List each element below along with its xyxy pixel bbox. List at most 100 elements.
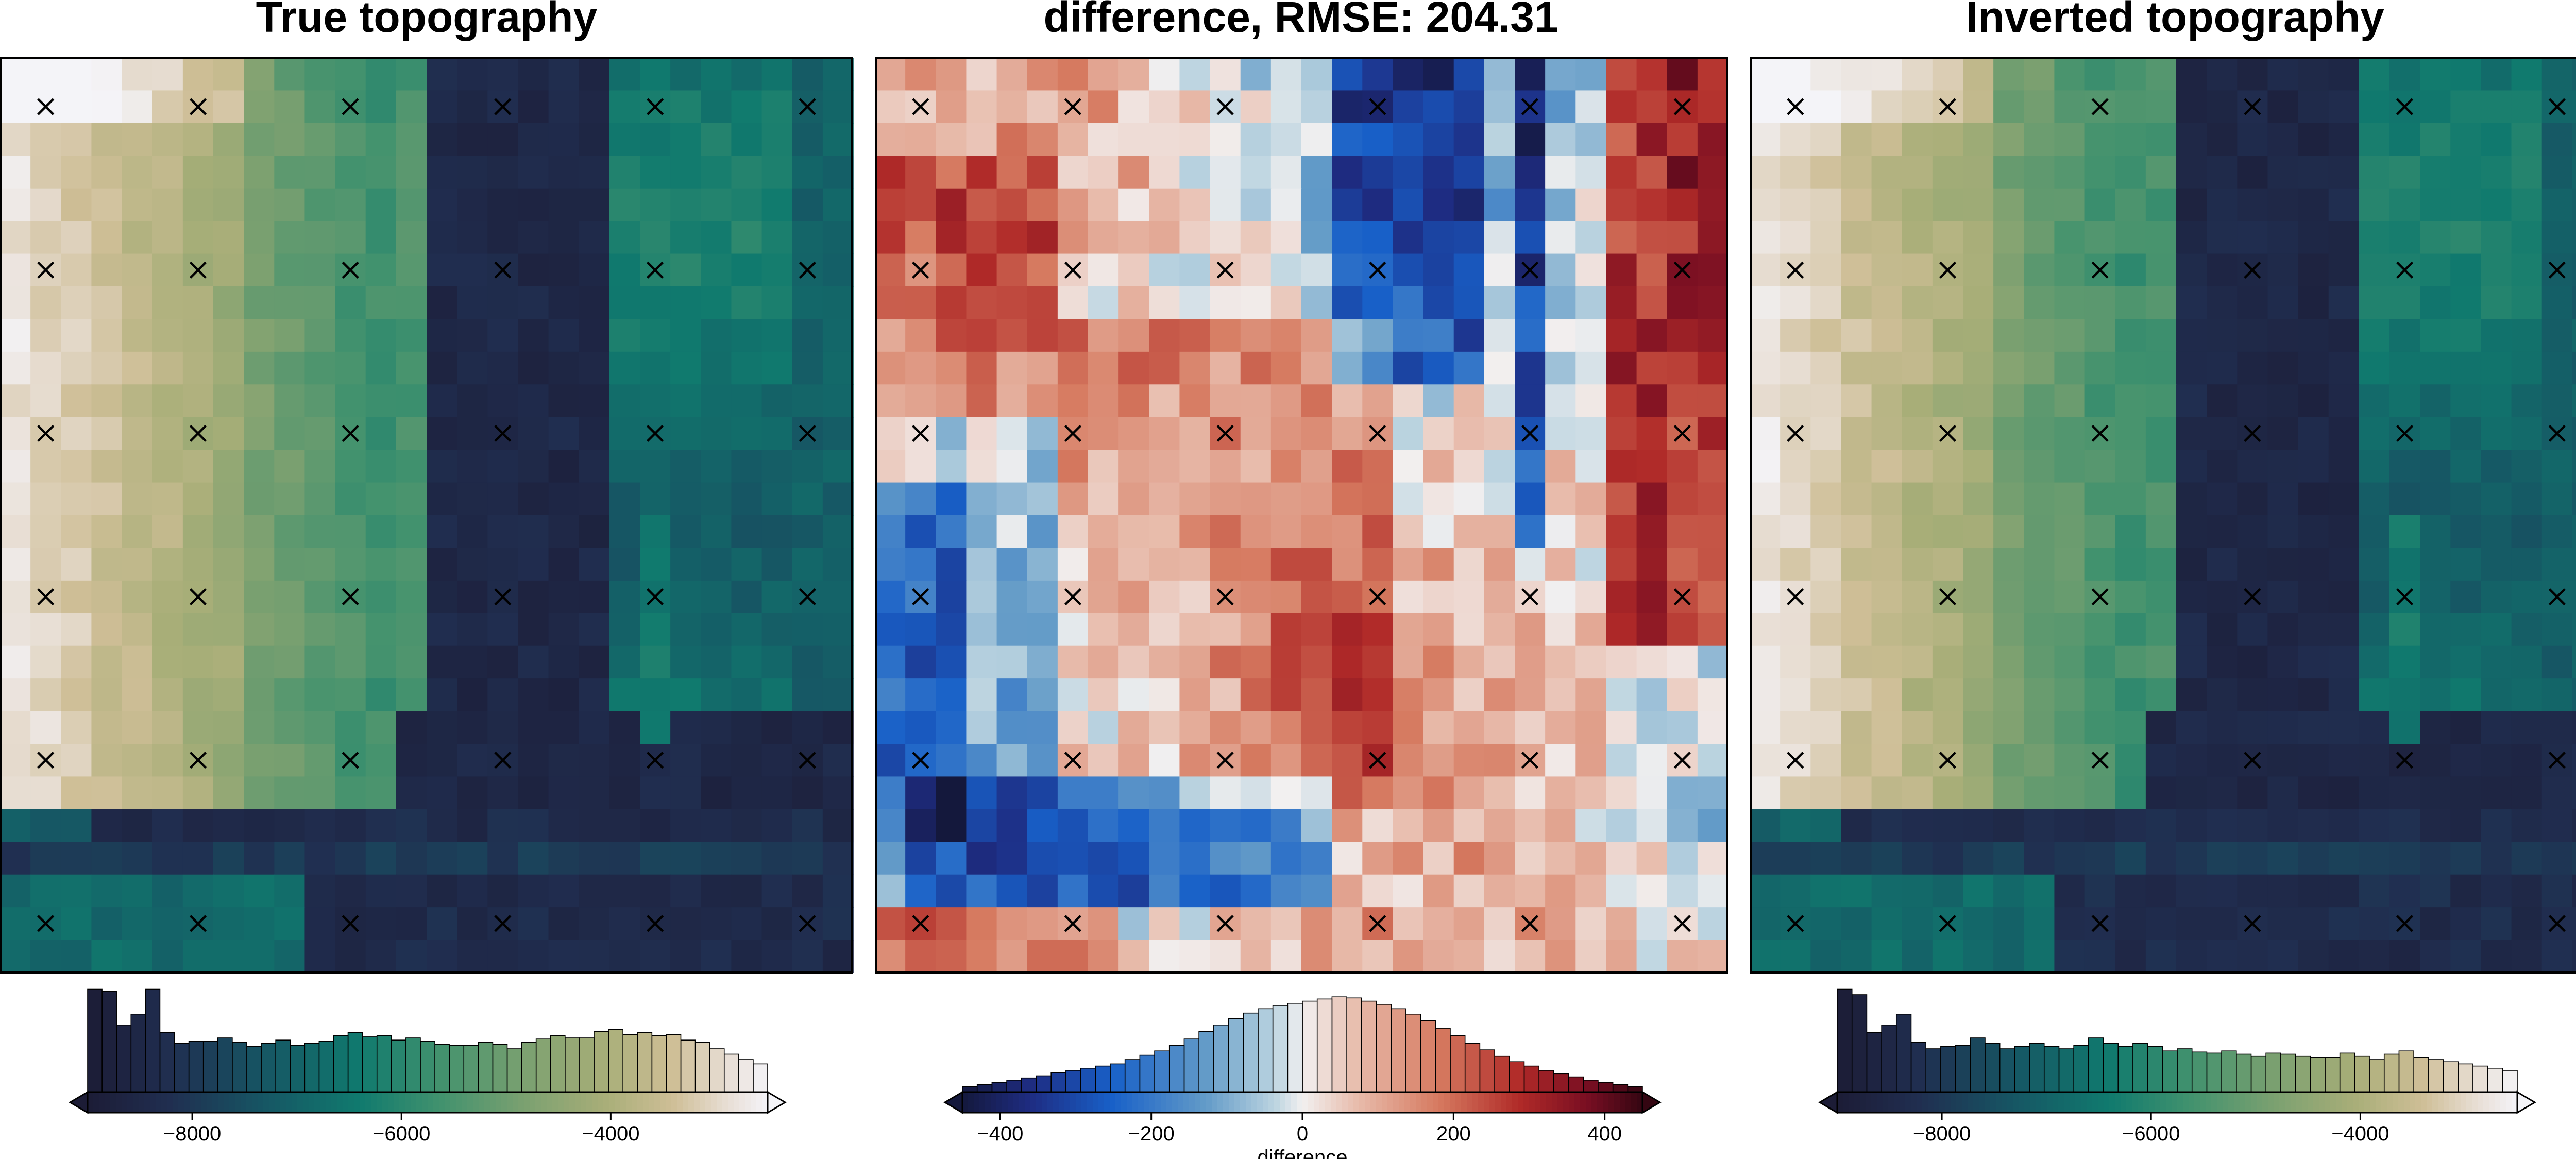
heatmap-cell bbox=[2541, 319, 2573, 352]
histogram-bar bbox=[2029, 1043, 2045, 1093]
heatmap-cell bbox=[1750, 90, 1781, 124]
heatmap-cell bbox=[875, 286, 906, 320]
heatmap-cell bbox=[731, 645, 762, 679]
heatmap-cell bbox=[2084, 482, 2116, 516]
colorbar-segment bbox=[1883, 1092, 1889, 1113]
heatmap-cell bbox=[548, 907, 580, 941]
histogram-bar bbox=[2428, 1059, 2444, 1093]
heatmap-cell bbox=[213, 286, 244, 320]
heatmap-cell bbox=[1149, 776, 1180, 810]
heatmap-cell bbox=[701, 548, 732, 581]
colorbar-segment bbox=[1342, 1092, 1348, 1113]
colorbar-segment bbox=[2081, 1092, 2087, 1113]
heatmap-cell bbox=[1179, 776, 1211, 810]
heatmap-cell bbox=[2450, 90, 2482, 124]
heatmap-cell bbox=[244, 809, 275, 843]
heatmap-cell bbox=[2359, 711, 2390, 744]
station-marker bbox=[646, 98, 664, 115]
heatmap-cell bbox=[1963, 842, 1994, 875]
heatmap-cell bbox=[2115, 842, 2146, 875]
heatmap-cell bbox=[213, 744, 244, 777]
station-marker bbox=[646, 424, 664, 442]
heatmap-cell bbox=[609, 613, 640, 646]
heatmap-cell bbox=[1423, 90, 1454, 124]
heatmap-cell bbox=[457, 809, 488, 843]
heatmap-cell bbox=[1423, 450, 1454, 483]
station-marker bbox=[1064, 752, 1082, 769]
heatmap-cell bbox=[875, 123, 906, 157]
heatmap-cell bbox=[2207, 874, 2238, 908]
histogram-bar bbox=[2058, 1048, 2074, 1093]
heatmap-cell bbox=[2450, 678, 2482, 712]
heatmap-cell bbox=[1963, 58, 1994, 91]
heatmap-cell bbox=[2541, 711, 2573, 744]
heatmap-cell bbox=[91, 809, 123, 843]
heatmap-cell bbox=[875, 842, 906, 875]
heatmap-cell bbox=[2389, 351, 2420, 385]
heatmap-cell bbox=[30, 515, 62, 549]
histogram-bar bbox=[1464, 1043, 1481, 1093]
heatmap-cell bbox=[122, 809, 153, 843]
heatmap-cell bbox=[792, 123, 823, 157]
heatmap-cell bbox=[0, 613, 31, 646]
heatmap-cell bbox=[2511, 450, 2543, 483]
heatmap-cell bbox=[2572, 776, 2576, 810]
heatmap-cell bbox=[2420, 548, 2451, 581]
heatmap-cell bbox=[1545, 711, 1577, 744]
station-marker bbox=[1673, 588, 1691, 606]
heatmap-cell bbox=[822, 907, 854, 941]
colorbar-segment bbox=[1837, 1092, 1843, 1113]
heatmap-cell bbox=[1932, 221, 1963, 254]
heatmap-cell bbox=[1697, 711, 1728, 744]
heatmap-cell bbox=[30, 809, 62, 843]
heatmap-cell bbox=[731, 156, 762, 189]
heatmap-cell bbox=[61, 940, 92, 973]
heatmap-cell bbox=[1240, 907, 1272, 941]
heatmap-cell bbox=[2481, 319, 2512, 352]
heatmap-cell bbox=[966, 384, 997, 418]
heatmap-cell bbox=[396, 907, 427, 941]
histogram-bar bbox=[1258, 1008, 1274, 1093]
heatmap-cell bbox=[427, 319, 457, 352]
colorbar-segment bbox=[1934, 1092, 1940, 1113]
heatmap-cell bbox=[1750, 253, 1781, 287]
heatmap-cell bbox=[2145, 645, 2177, 679]
heatmap-cell bbox=[548, 744, 580, 777]
heatmap-cell bbox=[335, 940, 366, 973]
heatmap-cell bbox=[2267, 940, 2299, 973]
histogram-bar bbox=[1494, 1055, 1510, 1093]
colorbar-segment bbox=[1860, 1092, 1866, 1113]
heatmap-cell bbox=[1636, 842, 1668, 875]
heatmap-cell bbox=[640, 515, 671, 549]
heatmap-cell bbox=[2511, 645, 2543, 679]
heatmap-cell bbox=[1575, 319, 1607, 352]
heatmap-cell bbox=[1240, 940, 1272, 973]
colorbar-segment bbox=[1985, 1092, 1991, 1113]
heatmap-cell bbox=[91, 123, 123, 157]
colorbar-segment bbox=[1951, 1092, 1957, 1113]
heatmap-cell bbox=[1027, 809, 1058, 843]
heatmap-cell bbox=[1270, 515, 1302, 549]
heatmap-cell bbox=[335, 156, 366, 189]
heatmap-cell bbox=[761, 809, 793, 843]
heatmap-cell bbox=[1606, 351, 1637, 385]
heatmap-cell bbox=[609, 221, 640, 254]
heatmap-cell bbox=[2328, 450, 2360, 483]
heatmap-cell bbox=[2359, 874, 2390, 908]
colorbar-segment bbox=[139, 1092, 145, 1113]
heatmap-cell bbox=[1810, 678, 1842, 712]
heatmap-cell bbox=[936, 548, 967, 581]
colorbar-segment bbox=[1291, 1092, 1297, 1113]
heatmap-cell bbox=[1575, 809, 1607, 843]
heatmap-cell bbox=[2054, 580, 2086, 614]
heatmap-cell bbox=[1362, 188, 1394, 221]
heatmap-cell bbox=[1667, 351, 1698, 385]
histogram-bar bbox=[2043, 1046, 2060, 1093]
heatmap-cell bbox=[2481, 188, 2512, 221]
heatmap-cell bbox=[1118, 645, 1150, 679]
heatmap-cell bbox=[1453, 90, 1485, 124]
heatmap-cell bbox=[487, 809, 519, 843]
heatmap-cell bbox=[1270, 351, 1302, 385]
heatmap-cell bbox=[2176, 613, 2207, 646]
station-marker bbox=[1521, 915, 1539, 932]
